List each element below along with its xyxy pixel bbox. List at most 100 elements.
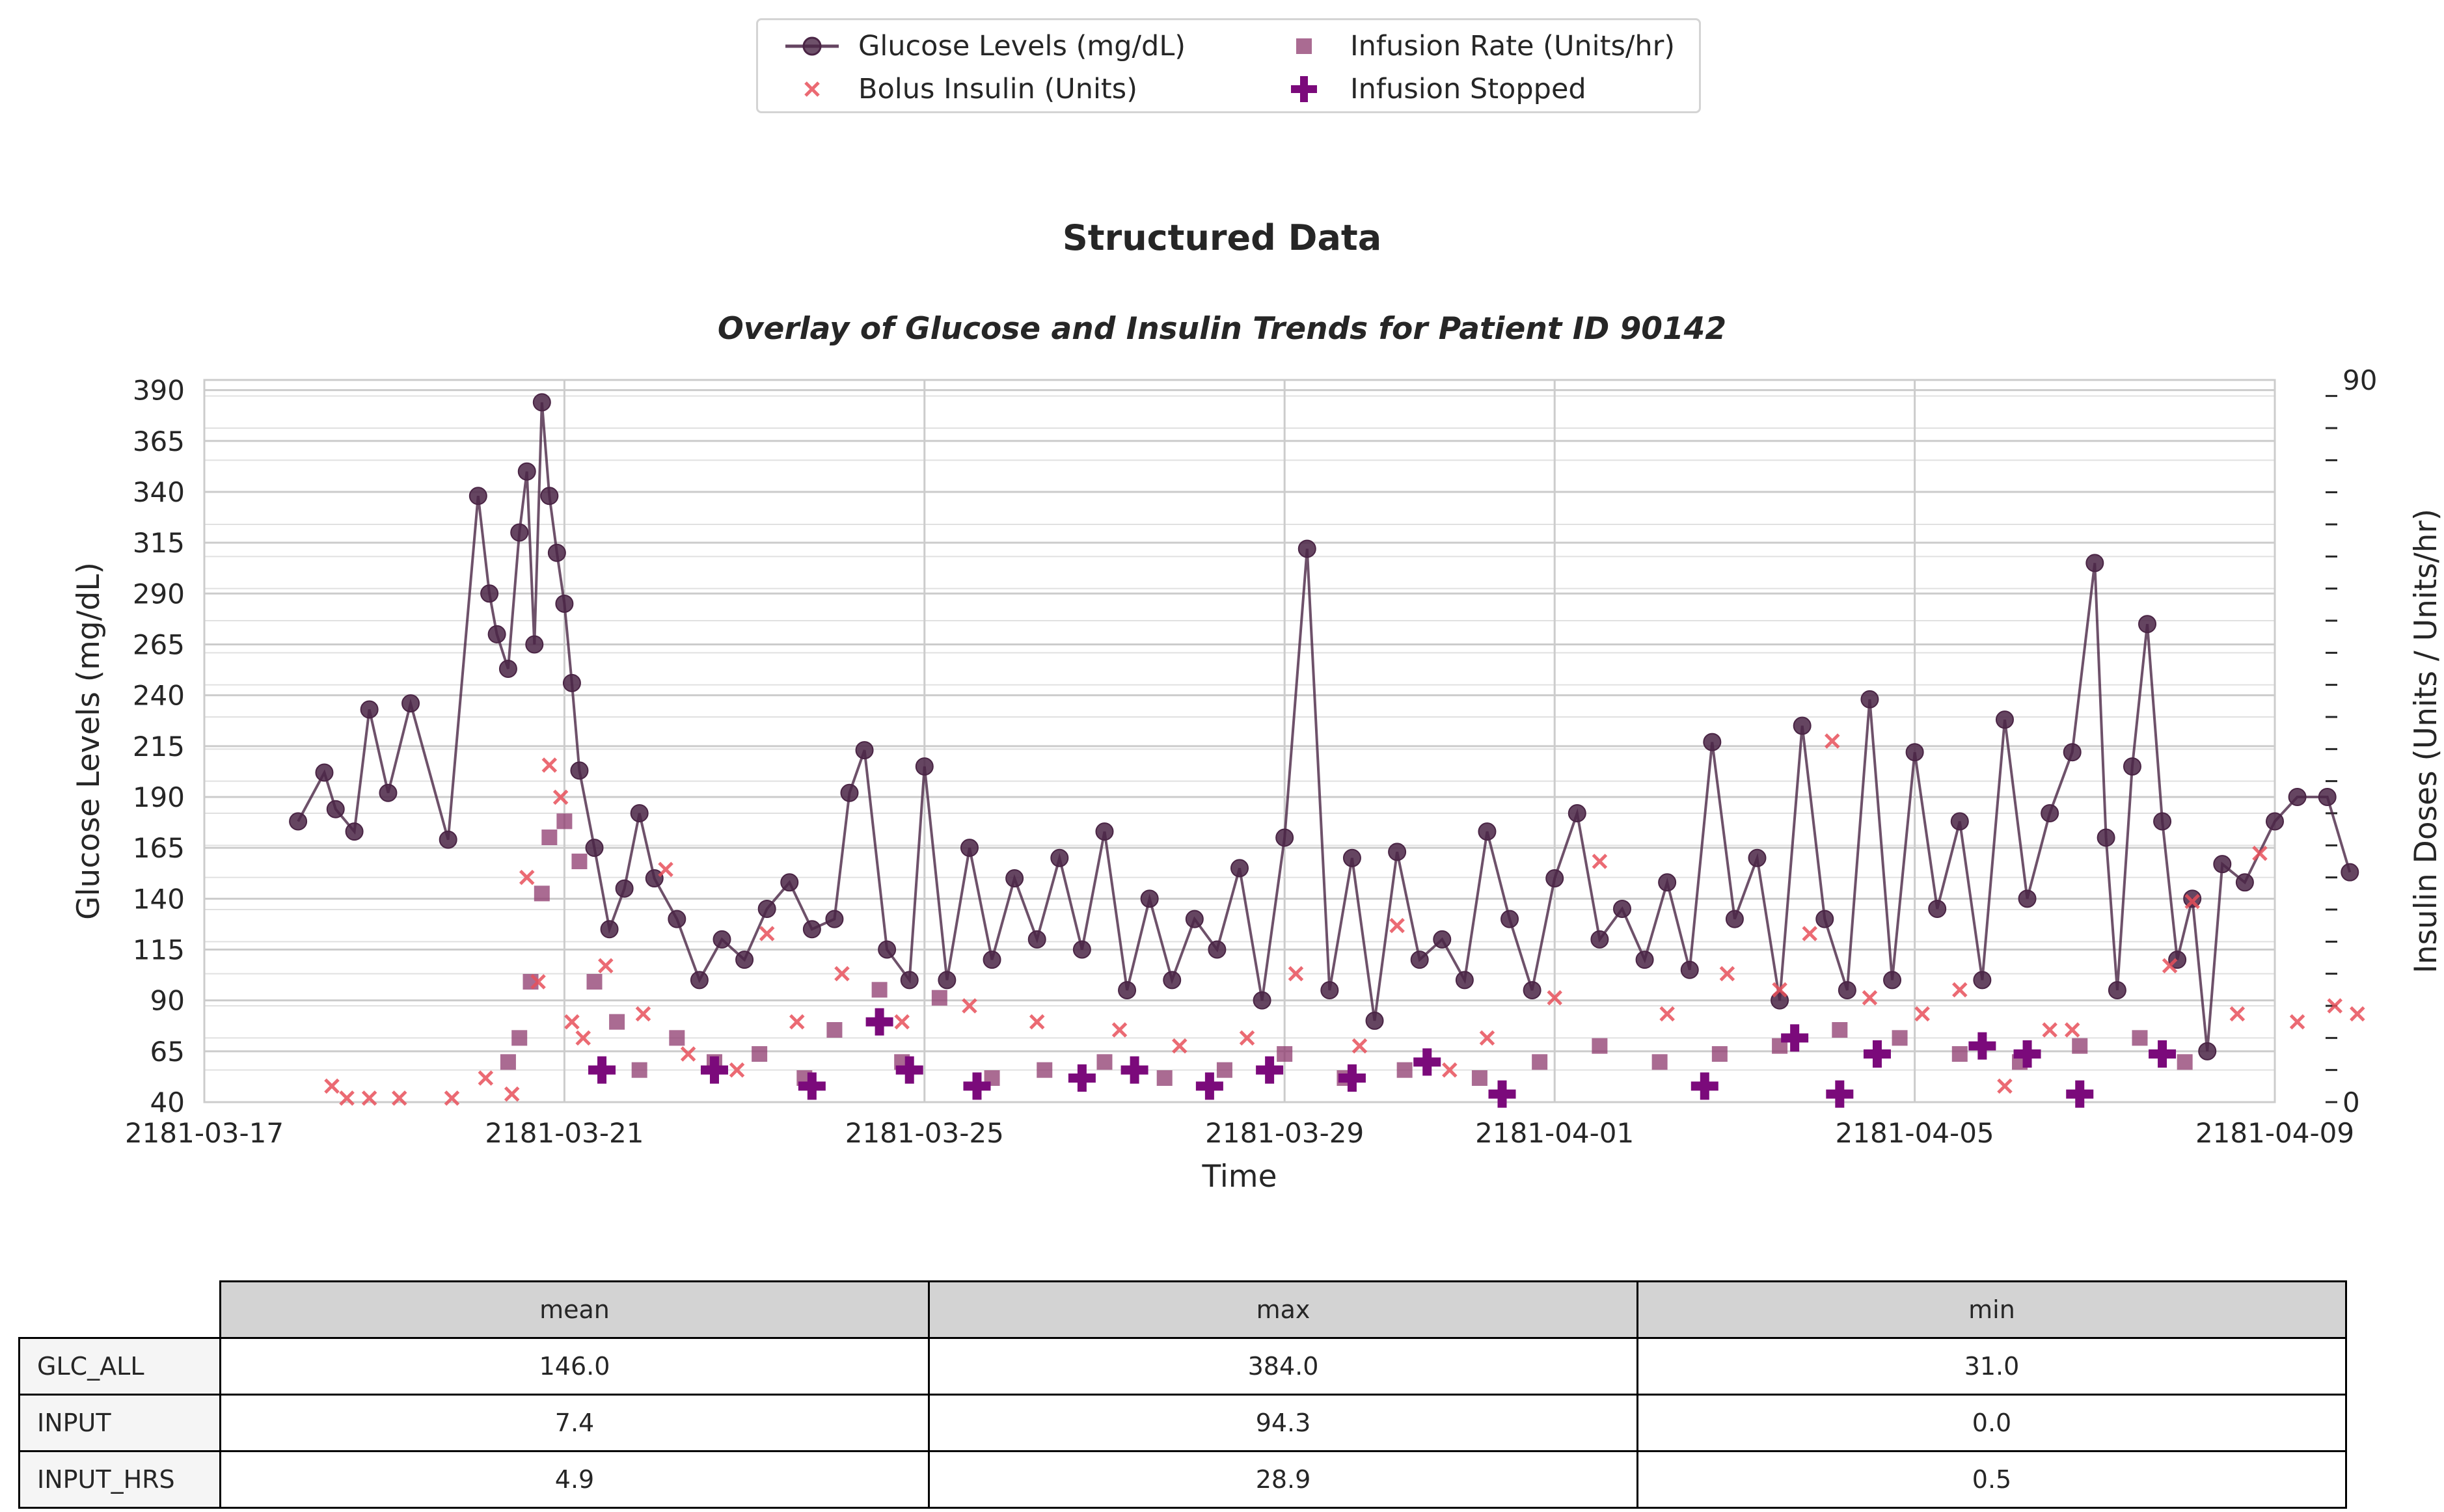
bolus-point xyxy=(759,926,775,941)
glucose-point xyxy=(2041,804,2059,822)
y-tick-label: 165 xyxy=(133,832,185,864)
y-tick-label: 40 xyxy=(150,1087,185,1118)
y2-tick-label: 90 xyxy=(2342,364,2377,396)
table-header-row: mean max min xyxy=(20,1280,2347,1339)
bolus-point xyxy=(2042,1022,2057,1038)
bolus-point xyxy=(635,1006,651,1022)
glucose-point xyxy=(713,930,731,949)
y-tick-label: 215 xyxy=(133,731,185,763)
glucose-point xyxy=(1928,899,1947,918)
bolus-point xyxy=(962,998,977,1014)
glucose-series xyxy=(289,393,2359,1060)
glucose-point xyxy=(1005,869,1024,888)
glucose-point xyxy=(401,694,420,713)
glucose-point xyxy=(2288,787,2307,806)
y-tick-label: 90 xyxy=(150,985,185,1017)
bolus-point xyxy=(1914,1006,1930,1022)
glucose-point xyxy=(1410,951,1429,969)
glucose-point xyxy=(960,839,979,857)
glucose-point xyxy=(900,971,919,990)
y-tick-label: 190 xyxy=(133,781,185,813)
infusion-stopped-point xyxy=(2149,1040,2177,1068)
infusion-rate-point xyxy=(931,990,947,1006)
bolus-point xyxy=(1547,990,1562,1006)
glucose-point xyxy=(1072,940,1091,959)
y-tick-label: 265 xyxy=(133,628,185,660)
bolus-point xyxy=(391,1090,407,1106)
chart-title: Overlay of Glucose and Insulin Trends fo… xyxy=(717,311,1727,347)
glucose-point xyxy=(1590,930,1609,949)
infusion-rate-point xyxy=(631,1062,647,1078)
glucose-point xyxy=(1388,843,1407,861)
bolus-point xyxy=(1997,1078,2013,1094)
glucose-point xyxy=(1860,690,1879,709)
table-cell: 0.0 xyxy=(1636,1394,2347,1452)
glucose-point xyxy=(2183,889,2202,908)
bolus-point xyxy=(1239,1030,1255,1046)
glucose-point xyxy=(668,910,686,928)
glucose-point xyxy=(1185,910,1204,928)
y2-axis-label: Insulin Doses (Units / Units/hr) xyxy=(2408,509,2444,973)
bolus-point xyxy=(361,1090,377,1106)
bolus-point xyxy=(2229,1006,2246,1022)
x-tick-label: 2181-03-25 xyxy=(845,1117,1004,1149)
table-row: GLC_ALL 146.0 384.0 31.0 xyxy=(18,1337,2347,1396)
infusion-stopped-point xyxy=(1068,1064,1096,1092)
glucose-point xyxy=(1253,991,1271,1010)
infusion-rate-point xyxy=(1832,1022,1848,1038)
infusion-rate-point xyxy=(500,1054,516,1070)
glucose-point xyxy=(938,971,957,990)
y-tick-label: 315 xyxy=(133,527,185,559)
bolus-point xyxy=(789,1014,805,1030)
infusion-stopped-point xyxy=(798,1072,826,1100)
table-corner xyxy=(20,1282,221,1338)
glucose-point xyxy=(735,951,754,969)
infusion-stopped-point xyxy=(1968,1032,1996,1060)
infusion-rate-point xyxy=(1156,1070,1173,1086)
legend-infusion-rate-swatch xyxy=(1276,30,1332,62)
y-tick-label: 365 xyxy=(133,425,185,457)
infusion-rate-point xyxy=(586,974,603,990)
glucose-point xyxy=(1050,848,1069,867)
x-tick-label: 2181-04-05 xyxy=(1836,1117,1994,1149)
glucose-point xyxy=(1545,869,1564,888)
infusion-stopped-point xyxy=(588,1056,616,1084)
bolus-point xyxy=(1592,854,1608,869)
infusion-stopped-point xyxy=(1690,1072,1718,1100)
bolus-point xyxy=(1479,1030,1495,1046)
table-cell: 7.4 xyxy=(219,1394,930,1452)
table-cell: 31.0 xyxy=(1636,1337,2347,1396)
x-tick-label: 2181-04-09 xyxy=(2195,1117,2354,1149)
bolus-point xyxy=(530,974,546,990)
y-tick-label: 140 xyxy=(133,883,185,915)
y-tick-label: 290 xyxy=(133,578,185,610)
x-axis-label: Time xyxy=(1201,1159,1277,1195)
glucose-point xyxy=(2097,828,2115,847)
infusion-rate-point xyxy=(2072,1038,2088,1054)
bolus-point xyxy=(2064,1022,2080,1038)
infusion-rate-point xyxy=(1096,1054,1113,1070)
infusion-rate-point xyxy=(1951,1046,1968,1062)
table-cell: 384.0 xyxy=(928,1337,1638,1396)
bolus-series xyxy=(324,733,2365,1106)
y-tick-label: 65 xyxy=(150,1036,185,1068)
glucose-point xyxy=(780,873,799,892)
infusion-rate-point xyxy=(1892,1030,1908,1046)
summary-table: mean max min GLC_ALL 146.0 384.0 31.0 IN… xyxy=(18,1280,2347,1509)
glucose-point xyxy=(855,741,874,760)
infusion-stopped-point xyxy=(1488,1080,1516,1108)
legend-glucose-swatch xyxy=(784,30,840,62)
infusion-rate-point xyxy=(871,982,888,998)
x-tick-label: 2181-03-29 xyxy=(1205,1117,1364,1149)
infusion-rate-point xyxy=(511,1030,528,1046)
glucose-point xyxy=(345,822,364,841)
table-row-header: GLC_ALL xyxy=(18,1337,221,1396)
bolus-point xyxy=(478,1070,494,1086)
glucose-point xyxy=(983,951,1001,969)
bolus-point xyxy=(1659,1006,1675,1022)
bolus-point xyxy=(2184,893,2200,910)
table-row-header: INPUT_HRS xyxy=(18,1450,221,1509)
infusion-stopped-point xyxy=(700,1056,728,1084)
infusion-stopped-point xyxy=(1338,1064,1366,1092)
bolus-point xyxy=(598,958,614,974)
